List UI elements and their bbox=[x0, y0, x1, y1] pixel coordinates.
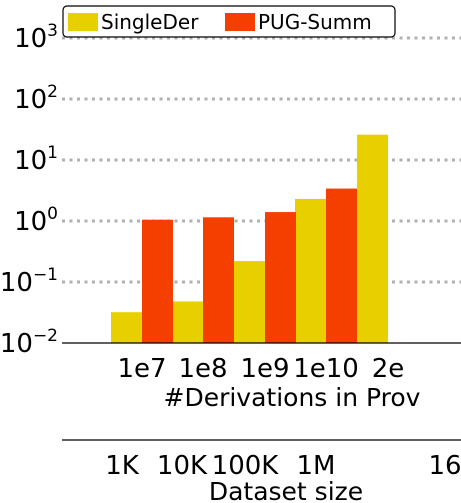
legend-swatch-pug-summ bbox=[225, 13, 255, 31]
secondary-x-tick-label: 16 bbox=[428, 451, 461, 481]
bar-singleder-1e10 bbox=[295, 198, 326, 343]
x-tick-label: 1e9 bbox=[240, 354, 289, 384]
x-tick-label: 1e8 bbox=[178, 354, 227, 384]
y-tick-label: 103 bbox=[14, 21, 58, 54]
gridlines bbox=[62, 36, 461, 284]
legend-swatch-singleder bbox=[68, 13, 98, 31]
secondary-x-axis-label: Dataset size bbox=[209, 477, 363, 503]
secondary-x-tick-labels: 1K 10K 100K 1M 16 bbox=[105, 451, 461, 481]
secondary-x-tick-label: 1M bbox=[297, 451, 336, 481]
x-tick-label: 2e bbox=[372, 354, 405, 384]
bar-pug-summ-1e10 bbox=[326, 188, 357, 343]
y-tick-label: 102 bbox=[14, 82, 58, 115]
y-tick-label: 10−2 bbox=[0, 326, 58, 359]
secondary-x-tick-label: 10K bbox=[157, 451, 208, 481]
secondary-x-tick-label: 100K bbox=[212, 451, 280, 481]
bar-pug-summ-1e7 bbox=[142, 219, 173, 343]
secondary-x-tick-label: 1K bbox=[105, 451, 140, 481]
bars bbox=[111, 134, 388, 343]
bar-singleder-1e7 bbox=[111, 312, 142, 343]
x-axis-label: #Derivations in Prov bbox=[164, 383, 421, 412]
bar-pug-summ-1e8 bbox=[203, 217, 234, 343]
legend: SingleDer PUG-Summ bbox=[62, 5, 396, 38]
y-tick-label: 10−1 bbox=[0, 265, 58, 298]
y-tick-labels: 103 102 101 100 10−1 10−2 bbox=[0, 21, 58, 359]
y-tick-label: 100 bbox=[14, 204, 58, 237]
bar-pug-summ-1e9 bbox=[265, 212, 296, 343]
x-tick-labels: 1e7 1e8 1e9 1e10 2e bbox=[117, 354, 404, 384]
bar-singleder-2e bbox=[357, 134, 388, 343]
x-tick-label: 1e10 bbox=[293, 354, 359, 384]
legend-label-pug-summ: PUG-Summ bbox=[258, 10, 372, 34]
bar-singleder-1e9 bbox=[234, 261, 265, 343]
legend-label-singleder: SingleDer bbox=[101, 10, 199, 34]
x-tick-label: 1e7 bbox=[117, 354, 166, 384]
bar-singleder-1e8 bbox=[172, 301, 203, 343]
y-tick-label: 101 bbox=[14, 143, 58, 176]
